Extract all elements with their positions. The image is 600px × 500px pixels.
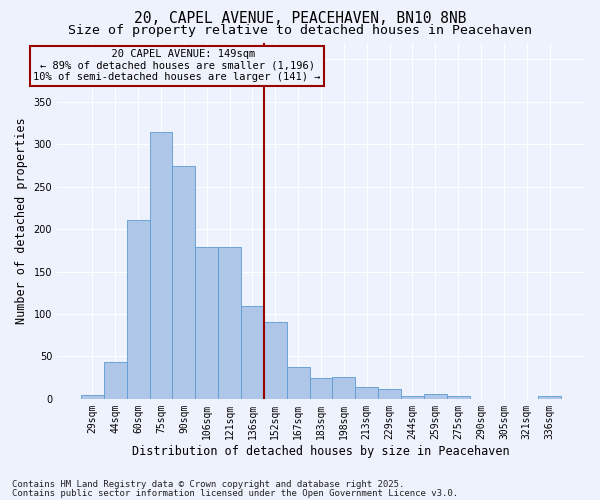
Bar bbox=[287, 366, 310, 399]
Bar bbox=[355, 387, 378, 399]
Bar bbox=[310, 378, 332, 399]
Bar bbox=[378, 388, 401, 399]
Bar bbox=[447, 396, 470, 399]
Bar bbox=[81, 396, 104, 399]
Bar bbox=[538, 396, 561, 399]
Bar bbox=[241, 306, 264, 399]
Bar bbox=[218, 247, 241, 399]
Bar bbox=[127, 220, 149, 399]
Y-axis label: Number of detached properties: Number of detached properties bbox=[15, 118, 28, 324]
Text: Contains HM Land Registry data © Crown copyright and database right 2025.: Contains HM Land Registry data © Crown c… bbox=[12, 480, 404, 489]
X-axis label: Distribution of detached houses by size in Peacehaven: Distribution of detached houses by size … bbox=[132, 444, 510, 458]
Text: 20 CAPEL AVENUE: 149sqm
← 89% of detached houses are smaller (1,196)
10% of semi: 20 CAPEL AVENUE: 149sqm ← 89% of detache… bbox=[33, 50, 321, 82]
Bar bbox=[149, 132, 172, 399]
Bar bbox=[264, 322, 287, 399]
Text: Size of property relative to detached houses in Peacehaven: Size of property relative to detached ho… bbox=[68, 24, 532, 37]
Text: Contains public sector information licensed under the Open Government Licence v3: Contains public sector information licen… bbox=[12, 488, 458, 498]
Bar bbox=[424, 394, 447, 399]
Text: 20, CAPEL AVENUE, PEACEHAVEN, BN10 8NB: 20, CAPEL AVENUE, PEACEHAVEN, BN10 8NB bbox=[134, 11, 466, 26]
Bar bbox=[196, 247, 218, 399]
Bar bbox=[104, 362, 127, 399]
Bar bbox=[332, 377, 355, 399]
Bar bbox=[172, 166, 196, 399]
Bar bbox=[401, 396, 424, 399]
